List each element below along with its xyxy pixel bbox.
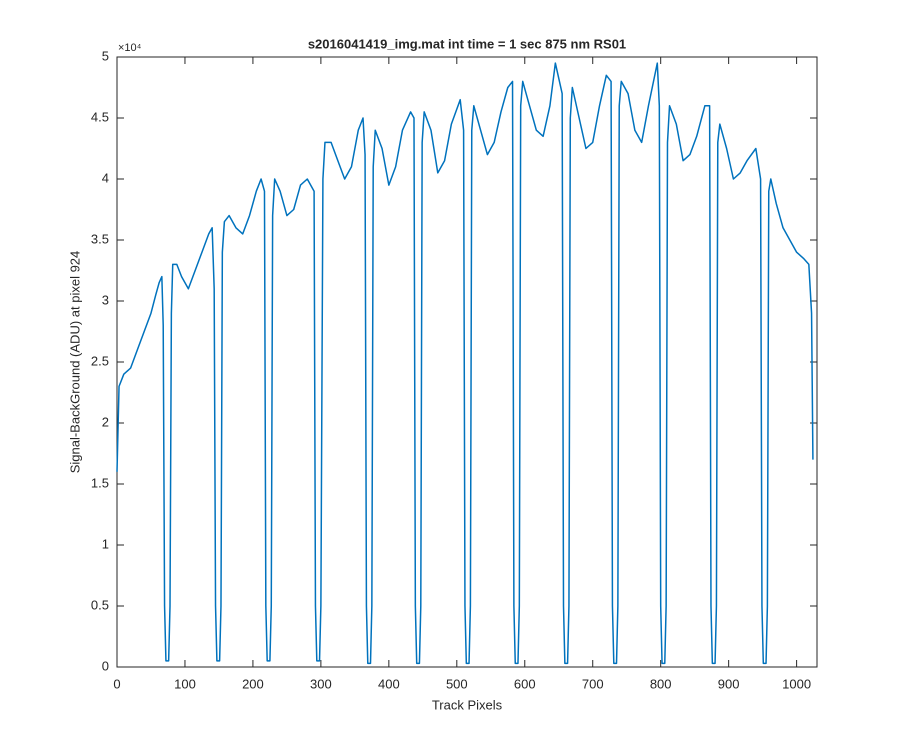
y-tick-label: 2	[102, 414, 109, 429]
y-tick-label: 5	[102, 48, 109, 63]
x-tick-label: 600	[514, 676, 536, 691]
y-axis-label: Signal-BackGround (ADU) at pixel 924	[67, 251, 82, 474]
y-tick-label: 3.5	[91, 231, 109, 246]
y-tick-label: 0.5	[91, 597, 109, 612]
y-tick-label: 3	[102, 292, 109, 307]
y-exponent-label: ×10⁴	[118, 42, 142, 54]
x-tick-label: 400	[378, 676, 400, 691]
x-tick-label: 900	[718, 676, 740, 691]
x-axis-label: Track Pixels	[432, 697, 503, 712]
y-tick-label: 4	[102, 170, 109, 185]
x-tick-label: 100	[174, 676, 196, 691]
y-tick-label: 2.5	[91, 353, 109, 368]
y-tick-label: 1.5	[91, 475, 109, 490]
x-tick-label: 800	[650, 676, 672, 691]
y-tick-label: 4.5	[91, 109, 109, 124]
x-tick-label: 1000	[782, 676, 811, 691]
chart-title: s2016041419_img.mat int time = 1 sec 875…	[308, 36, 626, 51]
x-tick-label: 300	[310, 676, 332, 691]
x-tick-label: 200	[242, 676, 264, 691]
x-tick-label: 500	[446, 676, 468, 691]
y-tick-label: 1	[102, 536, 109, 551]
y-tick-label: 0	[102, 658, 109, 673]
x-tick-label: 700	[582, 676, 604, 691]
x-tick-label: 0	[113, 676, 120, 691]
plot-area	[116, 56, 818, 668]
data-line	[116, 62, 814, 665]
